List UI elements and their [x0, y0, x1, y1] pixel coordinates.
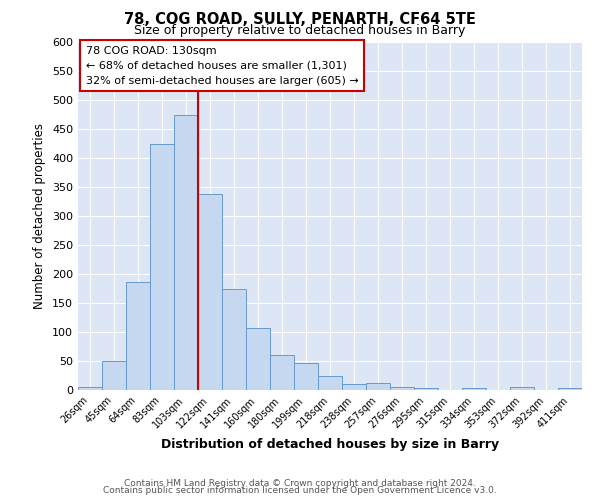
Bar — [510, 387, 534, 390]
Text: 78 COG ROAD: 130sqm
← 68% of detached houses are smaller (1,301)
32% of semi-det: 78 COG ROAD: 130sqm ← 68% of detached ho… — [86, 46, 358, 86]
Bar — [390, 387, 414, 390]
Bar — [318, 376, 342, 390]
Bar — [222, 288, 246, 390]
Bar — [102, 361, 126, 390]
Bar — [150, 144, 174, 390]
Bar — [342, 384, 366, 390]
Text: 78, COG ROAD, SULLY, PENARTH, CF64 5TE: 78, COG ROAD, SULLY, PENARTH, CF64 5TE — [124, 12, 476, 28]
Bar — [558, 388, 582, 390]
Bar — [246, 328, 270, 390]
Bar — [294, 364, 318, 390]
X-axis label: Distribution of detached houses by size in Barry: Distribution of detached houses by size … — [161, 438, 499, 451]
Bar — [174, 115, 198, 390]
Bar — [78, 387, 102, 390]
Text: Size of property relative to detached houses in Barry: Size of property relative to detached ho… — [134, 24, 466, 37]
Bar — [198, 194, 222, 390]
Text: Contains HM Land Registry data © Crown copyright and database right 2024.: Contains HM Land Registry data © Crown c… — [124, 478, 476, 488]
Y-axis label: Number of detached properties: Number of detached properties — [34, 123, 46, 309]
Text: Contains public sector information licensed under the Open Government Licence v3: Contains public sector information licen… — [103, 486, 497, 495]
Bar — [462, 388, 486, 390]
Bar — [414, 388, 438, 390]
Bar — [366, 383, 390, 390]
Bar — [126, 282, 150, 390]
Bar — [270, 355, 294, 390]
